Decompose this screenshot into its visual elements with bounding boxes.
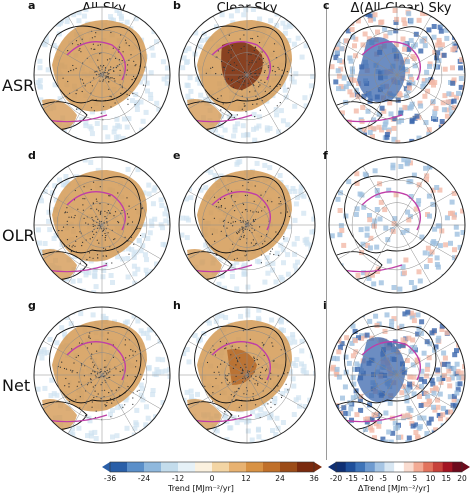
polar-map-h (178, 306, 316, 444)
row-label-olr: OLR (2, 226, 35, 245)
polar-map-a (33, 6, 171, 144)
colorbar-left-tick: 12 (241, 474, 251, 483)
column-divider (326, 5, 327, 460)
colorbar-right-tick: -10 (361, 474, 374, 483)
colorbar-left-label: Trend [MJm⁻²/yr] (168, 484, 234, 493)
panel-letter-d: d (28, 149, 36, 162)
colorbar-right-tick: 0 (396, 474, 402, 483)
colorbar-left-tick: -12 (171, 474, 185, 483)
colorbar-right-label: ΔTrend [MJm⁻²/yr] (358, 484, 430, 493)
colorbar-right-tick: -15 (345, 474, 358, 483)
polar-map-e (178, 156, 316, 294)
row-label-net: Net (2, 376, 31, 395)
row-label-asr: ASR (2, 76, 35, 95)
colorbar-right-tick: -20 (329, 474, 343, 483)
colorbar-left-tick: 24 (275, 474, 285, 483)
colorbar-right-tick: 15 (441, 474, 452, 483)
panel-letter-f: f (323, 149, 328, 162)
panel-letter-e: e (173, 149, 181, 162)
panel-letter-i: i (323, 299, 327, 312)
panel-letter-g: g (28, 299, 36, 312)
colorbar-left-tick: -24 (137, 474, 151, 483)
panel-letter-a: a (28, 0, 36, 12)
colorbar-left-tick: 36 (309, 474, 319, 483)
colorbar-left (102, 461, 322, 473)
polar-map-g (33, 306, 171, 444)
colorbar-right-tick: 10 (425, 474, 436, 483)
colorbar-left-tick: 0 (209, 474, 215, 483)
colorbar-right-tick: -5 (379, 474, 387, 483)
colorbar-left-tick: -36 (103, 474, 117, 483)
panel-letter-b: b (173, 0, 181, 12)
panel-letter-h: h (173, 299, 181, 312)
polar-map-c (328, 6, 466, 144)
polar-map-d (33, 156, 171, 294)
polar-map-b (178, 6, 316, 144)
polar-map-f (328, 156, 466, 294)
colorbar-right (328, 461, 470, 473)
polar-map-i (328, 306, 466, 444)
colorbar-right-tick: 20 (457, 474, 467, 483)
panel-letter-c: c (323, 0, 330, 12)
colorbar-right-tick: 5 (412, 474, 418, 483)
